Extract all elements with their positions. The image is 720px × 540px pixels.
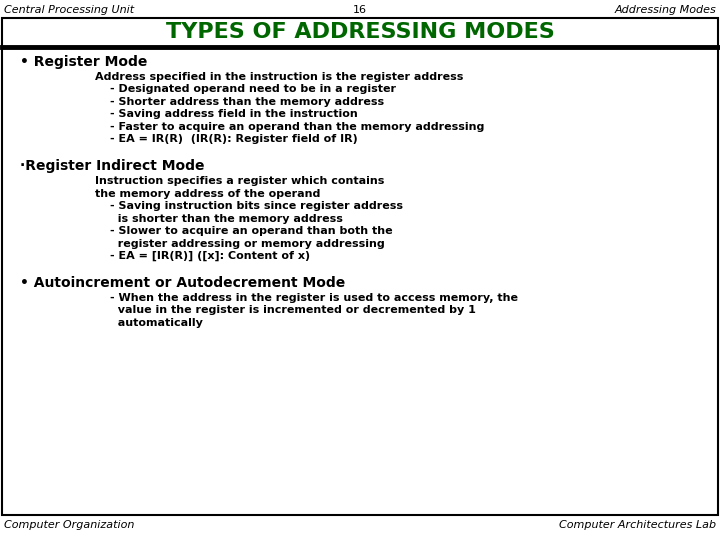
Text: TYPES OF ADDRESSING MODES: TYPES OF ADDRESSING MODES: [166, 23, 554, 43]
Text: automatically: automatically: [110, 318, 203, 328]
Text: Instruction specifies a register which contains: Instruction specifies a register which c…: [95, 176, 384, 186]
Text: 16: 16: [353, 5, 367, 15]
Text: Computer Organization: Computer Organization: [4, 520, 135, 530]
Text: value in the register is incremented or decremented by 1: value in the register is incremented or …: [110, 306, 476, 315]
Text: Address specified in the instruction is the register address: Address specified in the instruction is …: [95, 72, 464, 82]
Text: Addressing Modes: Addressing Modes: [614, 5, 716, 15]
Text: • Register Mode: • Register Mode: [20, 55, 148, 69]
Text: - Saving instruction bits since register address: - Saving instruction bits since register…: [110, 201, 403, 211]
Text: Central Processing Unit: Central Processing Unit: [4, 5, 134, 15]
Text: - Faster to acquire an operand than the memory addressing: - Faster to acquire an operand than the …: [110, 122, 485, 132]
Text: • Autoincrement or Autodecrement Mode: • Autoincrement or Autodecrement Mode: [20, 276, 346, 290]
Bar: [2, 18, 718, 47]
Text: is shorter than the memory address: is shorter than the memory address: [110, 214, 343, 224]
Text: - EA = IR(R)  (IR(R): Register field of IR): - EA = IR(R) (IR(R): Register field of I…: [110, 134, 358, 144]
Bar: [2, 47, 718, 515]
Text: register addressing or memory addressing: register addressing or memory addressing: [110, 239, 384, 248]
Text: - Slower to acquire an operand than both the: - Slower to acquire an operand than both…: [110, 226, 392, 236]
Text: - When the address in the register is used to access memory, the: - When the address in the register is us…: [110, 293, 518, 303]
Text: the memory address of the operand: the memory address of the operand: [95, 188, 320, 199]
Text: - Shorter address than the memory address: - Shorter address than the memory addres…: [110, 97, 384, 107]
Text: ·Register Indirect Mode: ·Register Indirect Mode: [20, 159, 204, 173]
Text: - Saving address field in the instruction: - Saving address field in the instructio…: [110, 109, 358, 119]
Text: Computer Architectures Lab: Computer Architectures Lab: [559, 520, 716, 530]
Text: - EA = [IR(R)] ([x]: Content of x): - EA = [IR(R)] ([x]: Content of x): [110, 251, 310, 261]
Text: - Designated operand need to be in a register: - Designated operand need to be in a reg…: [110, 84, 396, 94]
